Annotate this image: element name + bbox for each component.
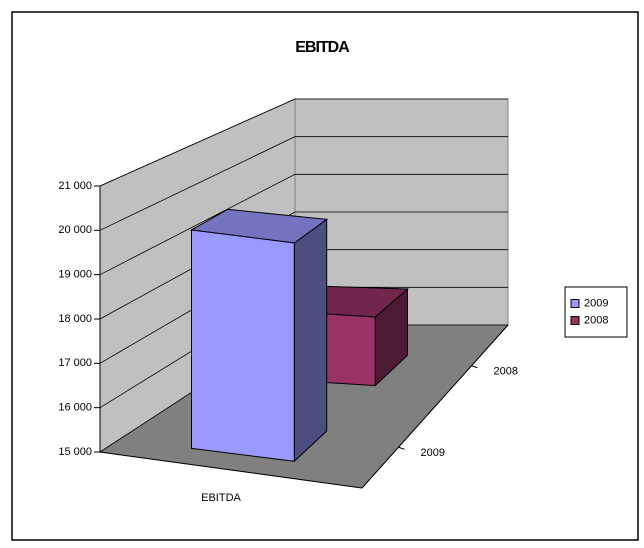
grid-line	[99, 173, 508, 276]
x-tick-label: EBITDA	[201, 492, 241, 504]
bar-front	[191, 229, 295, 462]
legend-box	[564, 286, 628, 338]
y-tick-label: 19 000	[58, 269, 92, 281]
depth-tick-label: 2008	[494, 366, 518, 378]
depth-axis	[361, 324, 509, 489]
y-tick-label: 18 000	[58, 313, 92, 325]
x-axis	[99, 451, 363, 489]
depth-tick-label: 2009	[421, 447, 445, 459]
grid-line	[99, 98, 508, 187]
bar-side	[293, 218, 328, 463]
legend-label: 2008	[584, 314, 608, 326]
chart-title: EBITDA	[295, 39, 350, 56]
y-tick-label: 21 000	[58, 180, 92, 192]
y-tick-label: 16 000	[58, 402, 92, 414]
depth-tick	[398, 446, 405, 450]
legend-label: 2009	[584, 297, 608, 309]
y-tick-label: 15 000	[58, 446, 92, 458]
depth-tick	[471, 365, 478, 369]
grid-line	[99, 211, 508, 320]
y-tick-label: 17 000	[58, 357, 92, 369]
grid-line	[99, 136, 508, 231]
y-tick-label: 20 000	[58, 224, 92, 236]
legend-swatch	[570, 299, 580, 308]
legend-swatch	[570, 316, 580, 325]
